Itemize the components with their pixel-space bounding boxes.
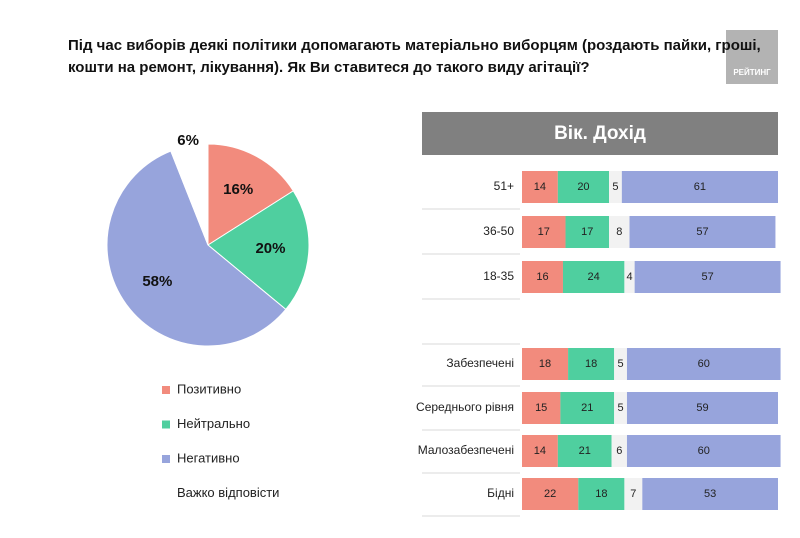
bar-segment [642, 478, 778, 510]
bar-value: 15 [535, 402, 547, 414]
bar-value: 4 [626, 271, 632, 283]
bar-value: 20 [577, 181, 589, 193]
pie-label: 16% [223, 181, 253, 198]
bar-segment [626, 435, 781, 467]
category-label: 36-50 [483, 224, 514, 238]
legend-label: Важко відповісти [177, 485, 279, 500]
bar-value: 60 [698, 358, 710, 370]
category-label: 51+ [494, 179, 514, 193]
bar-segment [562, 261, 625, 293]
legend-swatch [162, 455, 170, 463]
bar-title-box [422, 112, 778, 155]
bar-value: 6 [616, 445, 622, 457]
bar-segment [578, 478, 625, 510]
bar-value: 17 [581, 226, 593, 238]
chart-title: Під час виборів деякі політики допомагаю… [68, 37, 761, 76]
bar-segment [522, 261, 563, 293]
pie-label: 6% [177, 132, 199, 149]
bar-segment [557, 171, 610, 203]
category-label: Малозабезпечені [418, 443, 514, 457]
bar-segment [522, 171, 558, 203]
bar-value: 5 [617, 402, 623, 414]
bar-segment [614, 392, 627, 424]
bar-segment [522, 435, 558, 467]
bar-value: 61 [694, 181, 706, 193]
bar-value: 14 [534, 445, 546, 457]
legend-label: Негативно [177, 450, 240, 465]
bar-segment [624, 478, 643, 510]
bar-segment [560, 392, 615, 424]
bar-value: 14 [534, 181, 546, 193]
bar-segment [522, 478, 579, 510]
bar-value: 57 [701, 271, 713, 283]
category-label: 18-35 [483, 269, 514, 283]
category-label: Бідні [487, 486, 514, 500]
bar-value: 7 [630, 488, 636, 500]
legend-label: Позитивно [177, 381, 241, 396]
pie-slice [170, 143, 209, 246]
pie-slice [106, 150, 287, 347]
bar-segment [629, 216, 776, 248]
bar-segment [609, 216, 630, 248]
bar-value: 18 [539, 358, 551, 370]
logo: РЕЙТИНГ [733, 68, 771, 77]
bar-value: 57 [696, 226, 708, 238]
bar-segment [568, 348, 615, 380]
bar-value: 8 [616, 226, 622, 238]
logo-box [726, 30, 778, 84]
bar-segment [611, 435, 627, 467]
legend-label: Нейтрально [177, 416, 250, 431]
bar-value: 60 [698, 445, 710, 457]
bar-value: 5 [612, 181, 618, 193]
category-label: Забезпечені [446, 356, 514, 370]
bar-value: 18 [595, 488, 607, 500]
legend-swatch [162, 489, 170, 498]
bar-title: Вік. Дохід [554, 123, 646, 144]
bar-value: 16 [536, 271, 548, 283]
category-label: Середнього рівня [416, 400, 514, 414]
bar-segment [557, 435, 612, 467]
pie-label: 58% [142, 273, 172, 290]
bar-value: 21 [581, 402, 593, 414]
bar-segment [522, 348, 569, 380]
bar-segment [626, 392, 778, 424]
pie-slice [207, 190, 310, 311]
bar-value: 53 [704, 488, 716, 500]
bar-segment [614, 348, 627, 380]
bar-segment [626, 348, 781, 380]
pie-label: 20% [255, 240, 285, 257]
bar-value: 22 [544, 488, 556, 500]
legend-swatch [162, 420, 170, 429]
bar-segment [522, 216, 566, 248]
bar-value: 17 [538, 226, 550, 238]
bar-segment [565, 216, 610, 248]
bar-segment [609, 171, 622, 203]
bar-segment [624, 261, 635, 293]
bar-segment [634, 261, 781, 293]
bar-value: 5 [617, 358, 623, 370]
legend-swatch [162, 386, 170, 394]
bar-value: 21 [579, 445, 591, 457]
pie-slice [207, 143, 294, 246]
bar-value: 24 [588, 271, 600, 283]
bar-value: 59 [696, 402, 708, 414]
bar-segment [621, 171, 778, 203]
bar-value: 18 [585, 358, 597, 370]
bar-segment [522, 392, 561, 424]
